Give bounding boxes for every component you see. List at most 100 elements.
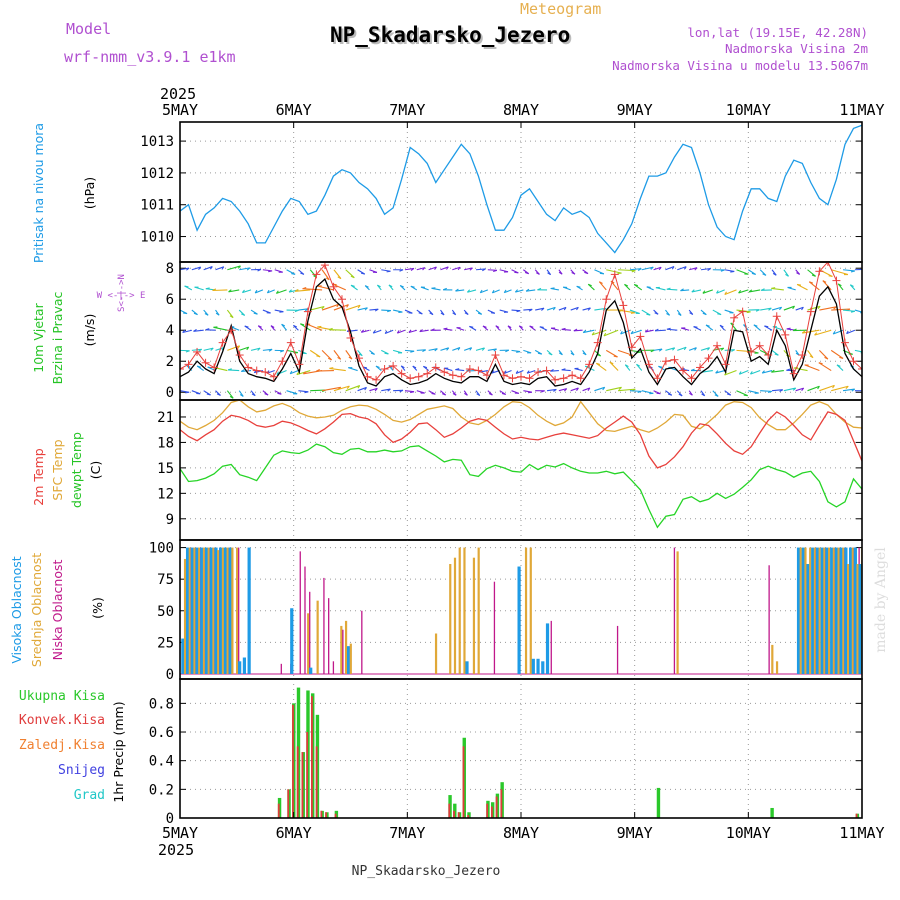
precip-legend-frozen: Zaledj.Kisa [19,738,105,753]
precip-bar-conv [495,796,498,818]
precip-bar-conv [490,806,493,818]
cloud-bar-high [228,547,232,674]
y-tick-label: 1012 [140,166,174,182]
wind-arrow [296,370,311,376]
wind-arrow [594,386,605,392]
wind-arrow [440,266,449,271]
wind-arrow-head [796,283,802,286]
wind-arrow-head [656,392,661,395]
cloud-ylabel-high: Visoka Oblacnost [9,556,24,663]
wind-arrow-head [582,352,587,356]
wind-arrow-head [495,325,500,328]
wind-arrow [369,387,378,392]
wind-arrow [738,289,749,294]
wind-arrow [452,266,461,271]
wind-arrow [357,307,368,311]
precip-bar-conv [855,813,858,818]
panel-pressure: 1010 1011 1012 1013 [140,121,863,263]
cloud-bar-high [820,547,824,674]
wind-arrow-head [724,291,727,295]
wind-arrow-head [801,330,806,334]
wind-arrow [804,364,820,372]
wind-arrow [645,329,654,333]
wind-arrow-head [624,283,629,287]
wind-arrow-head [364,387,367,391]
wind-arrow-head [419,329,423,333]
cloud-bar-low [877,656,878,674]
wind-arrow-head [350,275,355,279]
y-tick-label: 50 [157,604,174,620]
wind-arrow-head [244,325,249,328]
precip-legend-conv: Konvek.Kisa [19,713,105,728]
wind-arrow-head [537,287,542,291]
wind-arrow [630,329,642,335]
wind-arrow-head [609,361,614,365]
cloud-bar-high [863,548,866,674]
wind-arrow [854,349,862,353]
cloud-bar-low [493,581,496,674]
wind-arrow [558,306,567,311]
wind-arrow [691,289,702,293]
cloud-bar-high [825,547,829,674]
precip-bar-conv [277,803,280,818]
wind-arrow-head [793,366,798,369]
y-tick-label: 0.6 [149,725,174,741]
cloud-bar-mid [449,564,452,674]
wind-arrow-head [561,327,566,330]
wind-arrow-head [817,305,821,310]
cloud-bar-high [834,547,839,674]
wind-arrow-head [694,347,697,351]
wind-arrow-head [358,353,363,357]
wind-arrow-head [490,312,495,314]
wind-arrow [573,329,583,332]
wind-arrow [345,385,360,392]
wind-arrow-head [212,288,217,291]
precip-bar-conv [486,803,489,818]
wind-arrow-head [851,388,856,392]
wind-arrow-head [300,272,305,275]
wind-arrow [550,369,559,372]
cloud-bar-mid [226,547,229,674]
wind-arrow [641,390,654,394]
wind-arrow-head [205,328,210,331]
wind-arrow-head [666,312,670,316]
cloud-bar-low [342,629,344,674]
wind-arrow-head [294,288,299,292]
wind-arrow-head [677,313,682,316]
precip-bar-conv [500,789,503,818]
wind-units: (m/s) [82,314,97,347]
wind-arrow-head [372,330,376,334]
wind-arrow-head [185,350,190,353]
cloud-bar-low [323,577,325,674]
wind-arrow-head [182,329,186,333]
cloud-bar-low [550,620,552,674]
wind-arrow [276,289,287,294]
cloud-bar-low [863,548,864,674]
wind-arrow-head [646,313,651,316]
y-tick-label: 25 [157,635,174,651]
wind-arrow [677,346,687,351]
wind-arrow-head [707,268,711,271]
wind-arrow [525,289,536,292]
wind-arrow [408,329,417,334]
wind-arrow [796,283,808,291]
wind-arrow-head [434,266,437,270]
wind-compass-ns: S<-|->N [117,274,127,312]
wind-arrow-head [364,307,368,311]
wind-arrow [854,309,862,313]
cloud-bar-mid [842,547,845,674]
y-tick-label: 15 [157,461,174,477]
wind-arrow [345,304,361,311]
cloud-bar-high [247,547,251,674]
cloud-bar-high [806,564,810,674]
wind-arrow [783,387,796,392]
wind-arrow-head [399,389,404,393]
wind-arrow-head [809,281,814,284]
wind-arrow-head [469,347,473,351]
precip-bar-conv [865,799,867,818]
wind-arrow-head [246,267,251,271]
wind-arrow-head [558,352,563,356]
wind-arrow [333,269,342,279]
cloud-bar-mid [771,644,774,674]
